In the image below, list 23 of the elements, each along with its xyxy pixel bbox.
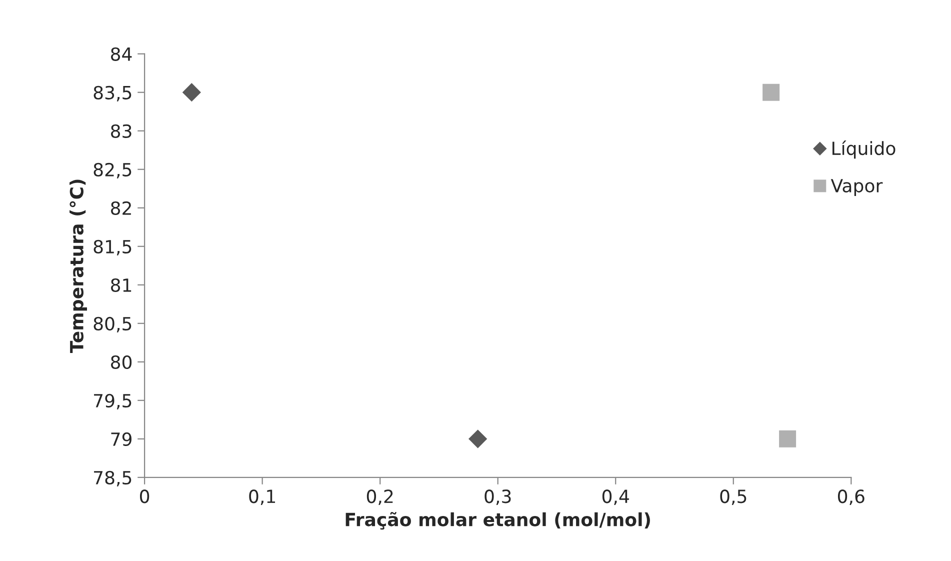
x-tick-label: 0,4 — [602, 490, 629, 506]
y-tick-label: 81,5 — [94, 240, 132, 256]
y-tick-label: 80,5 — [94, 316, 132, 332]
x-tick-label: 0,3 — [484, 490, 511, 506]
y-tick-label: 84 — [110, 47, 132, 61]
x-tick-label: 0,2 — [366, 490, 393, 506]
y-tick-label: 83 — [110, 124, 132, 138]
x-tick-label: 0,5 — [720, 490, 746, 506]
y-tick-label: 79 — [111, 432, 132, 446]
legend-label: Líquido — [832, 140, 896, 159]
y-tick-label: 78,5 — [94, 470, 132, 486]
y-tick-label: 80 — [110, 355, 132, 370]
y-tick-label: 82,5 — [94, 162, 132, 178]
y-tick-label: 82 — [110, 201, 131, 215]
x-tick-label: 0,6 — [838, 490, 864, 506]
x-tick-label: 0,1 — [249, 490, 276, 506]
legend-label: Vapor — [830, 179, 883, 196]
y-tick-label: 79,5 — [94, 394, 132, 410]
x-tick-label: 0 — [140, 490, 150, 504]
y-axis-title: Temperatura (°C) — [70, 180, 87, 353]
x-axis-title: Fração molar etanol (mol/mol) — [346, 512, 650, 530]
y-tick-label: 83,5 — [94, 86, 132, 102]
y-tick-label: 81 — [110, 278, 132, 292]
